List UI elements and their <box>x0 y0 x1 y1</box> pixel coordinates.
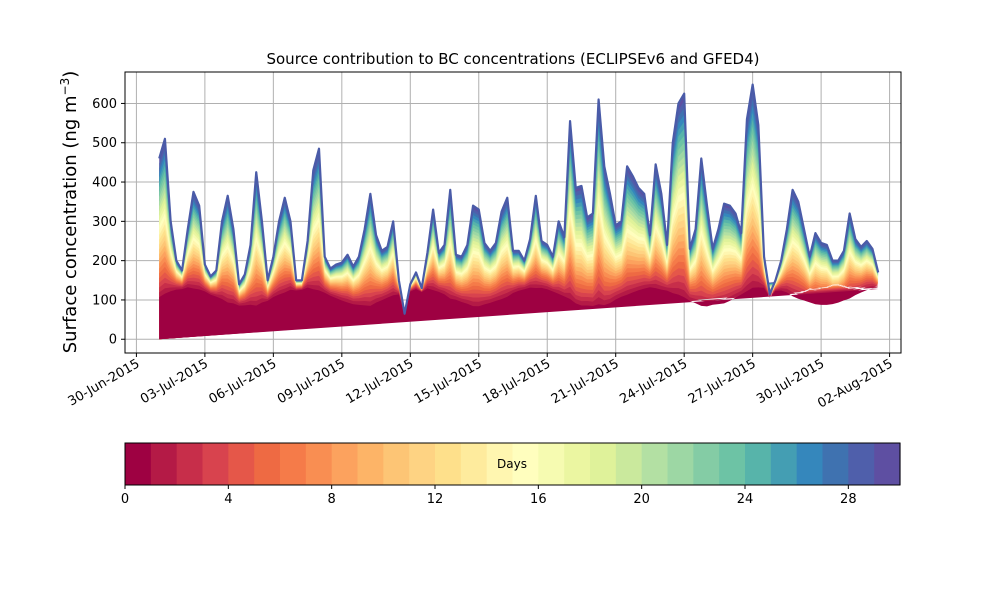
area-layer-day-0 <box>159 287 879 340</box>
x-tick-label: 12-Jul-2015 <box>343 356 416 407</box>
stacked-area <box>159 84 879 340</box>
colorbar-segment <box>383 443 410 485</box>
colorbar-segment <box>357 443 384 485</box>
colorbar-segment <box>331 443 359 485</box>
colorbar-frame <box>124 442 901 486</box>
colorbar-label: Days <box>497 457 527 471</box>
x-tick-label: 02-Aug-2015 <box>815 356 895 411</box>
x-tick-label: 15-Jul-2015 <box>412 356 485 407</box>
colorbar-segment <box>822 443 849 485</box>
colorbar-segment <box>719 443 746 485</box>
colorbar-segment <box>254 443 281 485</box>
x-tick-label: 03-Jul-2015 <box>138 356 211 407</box>
colorbar-segment <box>512 443 539 485</box>
colorbar-tick-label: 8 <box>328 492 336 507</box>
chart-title: Source contribution to BC concentrations… <box>266 50 759 68</box>
colorbar-segment <box>228 443 255 485</box>
colorbar-tick-label: 16 <box>530 492 547 507</box>
y-tick-label: 300 <box>92 215 117 230</box>
y-axis: 0 100 200 300 400 500 600 <box>92 97 125 348</box>
x-tick-label: 24-Jul-2015 <box>617 356 690 407</box>
total-outline <box>158 83 880 315</box>
x-tick-label: 09-Jul-2015 <box>275 356 348 407</box>
y-tick-label: 500 <box>92 136 117 151</box>
x-tick-label: 06-Jul-2015 <box>207 356 280 407</box>
colorbar-segment <box>280 443 307 485</box>
colorbar-segment <box>745 443 772 485</box>
colorbar-segment <box>409 443 436 485</box>
x-axis: 30-Jun-201503-Jul-201506-Jul-201509-Jul-… <box>66 353 896 412</box>
colorbar-segment <box>590 443 617 485</box>
colorbar-segment <box>435 443 462 485</box>
y-tick-label: 600 <box>92 97 117 112</box>
colorbar-segment <box>564 443 591 485</box>
x-tick-label: 30-Jun-2015 <box>66 356 143 409</box>
colorbar-segment <box>641 443 669 485</box>
colorbar-segment <box>305 443 333 485</box>
colorbar-segment <box>538 443 565 485</box>
colorbar-segment <box>667 443 694 485</box>
plot-frame <box>124 71 902 354</box>
colorbar-segment <box>486 443 514 485</box>
colorbar-segment <box>150 443 178 485</box>
x-tick-label: 18-Jul-2015 <box>480 356 553 407</box>
colorbar-tick-label: 4 <box>224 492 232 507</box>
y-tick-label: 400 <box>92 176 117 191</box>
colorbar-tick-label: 24 <box>737 492 754 507</box>
colorbar-segment <box>176 443 204 485</box>
y-tick-label: 200 <box>92 254 117 269</box>
total-line <box>158 83 880 315</box>
y-tick-label: 0 <box>109 333 117 348</box>
y-axis-label: Surface concentration (ng m−3) <box>58 71 81 354</box>
colorbar-tick-label: 12 <box>427 492 444 507</box>
colorbar-segment <box>460 443 488 485</box>
colorbar-segment <box>770 443 798 485</box>
colorbar-segment <box>693 443 720 485</box>
colorbar-tick-label: 28 <box>840 492 857 507</box>
colorbar-segment <box>874 443 901 485</box>
colorbar-segment <box>796 443 824 485</box>
y-tick-label: 100 <box>92 293 117 308</box>
x-tick-label: 21-Jul-2015 <box>549 356 622 407</box>
colorbar-tick-label: 0 <box>121 492 129 507</box>
colorbar-segment <box>615 443 643 485</box>
colorbar-segment <box>202 443 229 485</box>
colorbar-segment <box>848 443 875 485</box>
colorbar: 0 4 8 12 16 20 24 28 <box>121 442 901 507</box>
colorbar-segment <box>125 443 152 485</box>
colorbar-tick-label: 20 <box>633 492 650 507</box>
x-tick-label: 27-Jul-2015 <box>686 356 759 407</box>
